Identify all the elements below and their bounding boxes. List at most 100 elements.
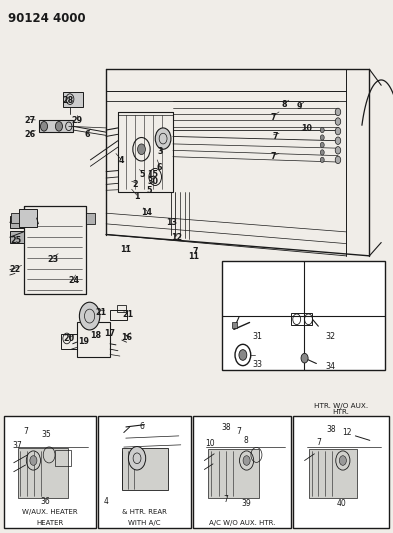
Text: 31: 31 <box>253 333 263 341</box>
Text: 33: 33 <box>253 360 263 369</box>
Circle shape <box>239 350 247 360</box>
Text: 11: 11 <box>188 253 199 261</box>
Bar <box>24 206 86 294</box>
Circle shape <box>301 353 308 363</box>
Text: 21: 21 <box>95 308 106 317</box>
Bar <box>293 416 389 528</box>
Text: 11: 11 <box>120 245 131 254</box>
Text: 9: 9 <box>297 102 302 111</box>
Circle shape <box>79 302 100 330</box>
Bar <box>11 213 19 223</box>
Text: 4: 4 <box>104 497 108 505</box>
Text: HTR. W/O AUX.: HTR. W/O AUX. <box>314 403 368 409</box>
Bar <box>55 450 71 466</box>
Bar <box>291 313 312 325</box>
Text: HEATER: HEATER <box>37 520 64 526</box>
Text: 7: 7 <box>224 496 228 504</box>
Bar <box>118 112 173 192</box>
Bar <box>232 322 237 328</box>
Text: 26: 26 <box>24 130 35 139</box>
Text: 36: 36 <box>40 497 50 505</box>
Text: 25: 25 <box>10 237 21 245</box>
Text: 8: 8 <box>243 437 248 445</box>
Bar <box>10 231 24 243</box>
Text: 28: 28 <box>63 96 74 104</box>
Text: 7: 7 <box>271 152 276 161</box>
Text: 32: 32 <box>325 333 335 341</box>
Text: 7: 7 <box>316 438 321 447</box>
Bar <box>117 305 126 312</box>
Text: 3: 3 <box>158 148 163 156</box>
Text: 12: 12 <box>342 429 351 437</box>
Text: 7: 7 <box>271 113 276 122</box>
Text: 19: 19 <box>78 337 89 345</box>
Bar <box>86 213 95 224</box>
Text: 30: 30 <box>148 177 159 185</box>
Circle shape <box>55 122 62 131</box>
Circle shape <box>320 127 324 133</box>
Text: 14: 14 <box>141 208 152 217</box>
Text: 5: 5 <box>140 170 145 179</box>
Bar <box>222 261 385 370</box>
Text: 40: 40 <box>337 499 347 508</box>
Bar <box>18 448 68 498</box>
Circle shape <box>339 456 346 465</box>
Text: 24: 24 <box>68 276 79 285</box>
Bar <box>98 416 191 528</box>
Text: 1: 1 <box>134 192 140 201</box>
Text: 38: 38 <box>326 425 336 433</box>
Bar <box>122 448 168 490</box>
Bar <box>19 209 37 227</box>
Text: A/C W/O AUX. HTR.: A/C W/O AUX. HTR. <box>209 520 275 526</box>
Text: 39: 39 <box>242 499 251 508</box>
Circle shape <box>138 144 145 155</box>
Bar <box>208 449 259 498</box>
Text: 10: 10 <box>205 439 215 448</box>
Text: 18: 18 <box>90 332 101 340</box>
Text: 16: 16 <box>121 334 132 342</box>
Text: 35: 35 <box>42 430 51 439</box>
Text: 7: 7 <box>23 427 28 436</box>
Circle shape <box>335 108 341 116</box>
Text: 6: 6 <box>139 422 144 431</box>
Text: 17: 17 <box>105 329 116 338</box>
Text: 12: 12 <box>171 233 182 242</box>
Text: 8: 8 <box>282 100 287 109</box>
Text: 34: 34 <box>325 362 335 371</box>
Circle shape <box>335 147 341 154</box>
Text: 13: 13 <box>166 219 177 227</box>
Text: 2: 2 <box>133 180 138 189</box>
Text: 7: 7 <box>272 132 278 141</box>
Circle shape <box>320 135 324 140</box>
Circle shape <box>335 118 341 125</box>
Text: 27: 27 <box>24 117 35 125</box>
Text: 15: 15 <box>147 171 158 179</box>
Circle shape <box>335 137 341 144</box>
Text: 90124 4000: 90124 4000 <box>8 12 86 25</box>
Text: 38: 38 <box>221 424 231 432</box>
Text: 37: 37 <box>13 441 22 449</box>
Text: 5: 5 <box>147 187 152 195</box>
Bar <box>39 120 73 132</box>
Text: 29: 29 <box>72 116 83 125</box>
Circle shape <box>335 127 341 135</box>
Circle shape <box>335 156 341 164</box>
Text: 22: 22 <box>9 265 20 274</box>
Circle shape <box>243 456 250 465</box>
Text: 4: 4 <box>118 157 124 165</box>
Bar <box>4 416 96 528</box>
Text: 6: 6 <box>157 163 162 172</box>
Circle shape <box>40 122 48 131</box>
Circle shape <box>320 157 324 163</box>
Bar <box>110 310 127 320</box>
Circle shape <box>129 447 146 470</box>
Bar <box>309 449 357 498</box>
Text: & HTR. REAR: & HTR. REAR <box>122 510 167 515</box>
Text: WITH A/C: WITH A/C <box>128 520 161 526</box>
Bar <box>61 334 77 349</box>
Bar <box>10 216 24 228</box>
Bar <box>63 92 83 107</box>
Circle shape <box>30 456 37 465</box>
Text: 10: 10 <box>301 125 312 133</box>
Text: 20: 20 <box>64 334 75 343</box>
